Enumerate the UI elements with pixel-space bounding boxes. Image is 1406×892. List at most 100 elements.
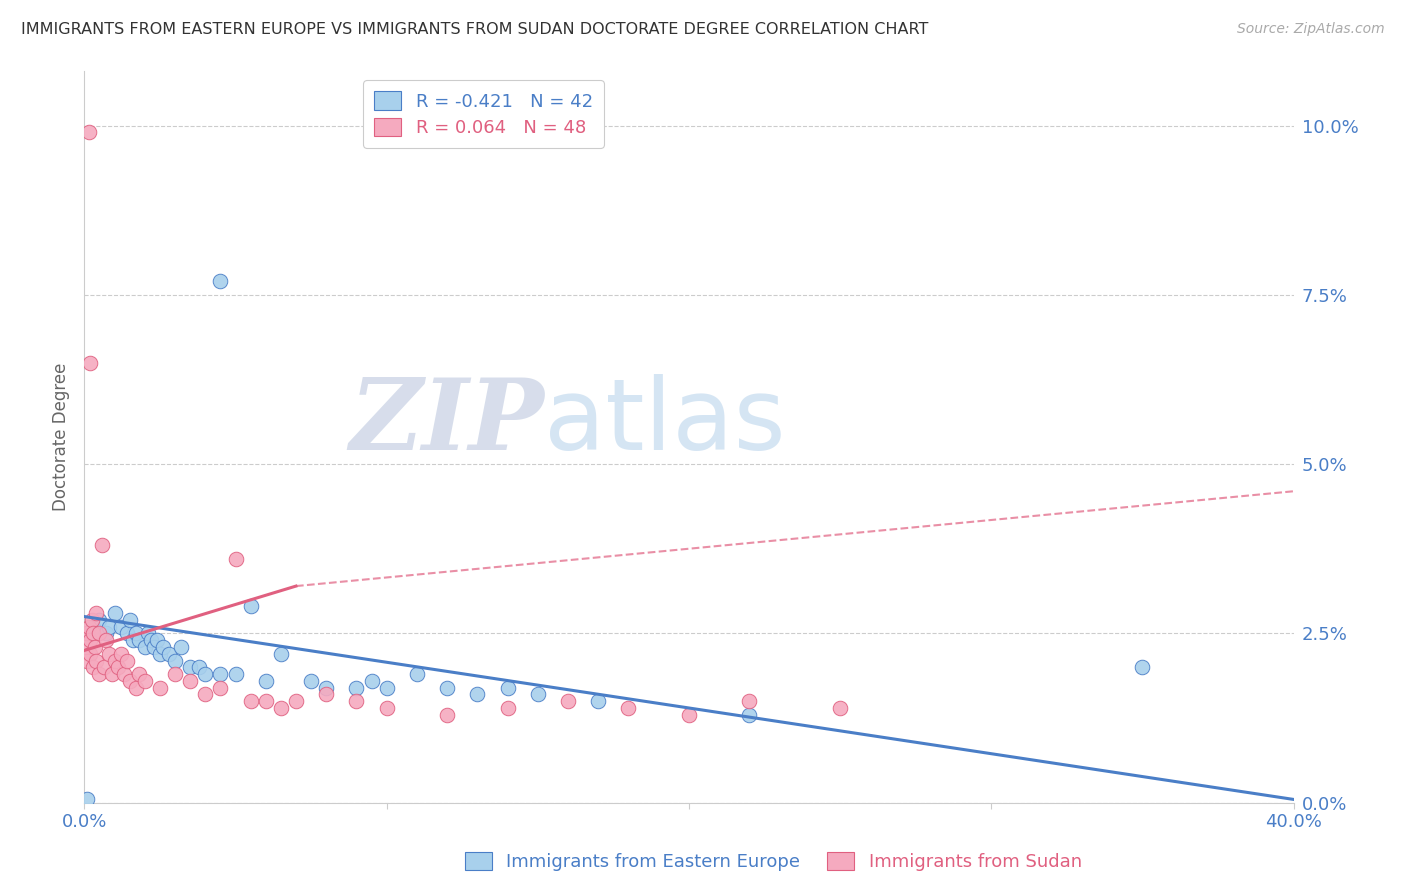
Point xyxy=(1132,660,1154,674)
Point xyxy=(270,647,292,661)
Point xyxy=(239,599,262,614)
Point xyxy=(436,681,458,695)
Point xyxy=(82,620,104,634)
Point xyxy=(527,688,550,702)
Text: IMMIGRANTS FROM EASTERN EUROPE VS IMMIGRANTS FROM SUDAN DOCTORATE DEGREE CORRELA: IMMIGRANTS FROM EASTERN EUROPE VS IMMIGR… xyxy=(21,22,928,37)
Point xyxy=(86,606,108,620)
Point xyxy=(617,701,640,715)
Point xyxy=(134,640,156,654)
Point xyxy=(128,667,150,681)
Point xyxy=(79,647,101,661)
Point xyxy=(110,647,132,661)
Point xyxy=(84,640,107,654)
Point xyxy=(79,355,101,369)
Point xyxy=(270,701,292,715)
Point xyxy=(134,673,156,688)
Point xyxy=(165,667,187,681)
Point xyxy=(557,694,579,708)
Point xyxy=(77,125,100,139)
Point xyxy=(110,620,132,634)
Point xyxy=(100,667,122,681)
Point xyxy=(830,701,852,715)
Point xyxy=(152,640,174,654)
Point xyxy=(496,701,519,715)
Point xyxy=(115,626,138,640)
Point xyxy=(225,667,247,681)
Point xyxy=(121,633,143,648)
Point xyxy=(94,633,117,648)
Point xyxy=(97,620,120,634)
Point xyxy=(89,667,111,681)
Point xyxy=(149,681,172,695)
Point xyxy=(94,626,117,640)
Point xyxy=(188,660,211,674)
Legend: R = -0.421   N = 42, R = 0.064   N = 48: R = -0.421 N = 42, R = 0.064 N = 48 xyxy=(363,80,603,148)
Point xyxy=(91,538,114,552)
Point xyxy=(128,633,150,648)
Point xyxy=(146,633,169,648)
Point xyxy=(82,626,104,640)
Point xyxy=(125,681,148,695)
Point xyxy=(104,654,127,668)
Point xyxy=(170,640,193,654)
Point xyxy=(86,654,108,668)
Point xyxy=(194,688,217,702)
Point xyxy=(89,626,111,640)
Text: Source: ZipAtlas.com: Source: ZipAtlas.com xyxy=(1237,22,1385,37)
Point xyxy=(82,660,104,674)
Point xyxy=(254,694,277,708)
Point xyxy=(76,626,98,640)
Point xyxy=(738,694,761,708)
Point xyxy=(79,633,101,648)
Point xyxy=(209,274,232,288)
Point xyxy=(125,626,148,640)
Point xyxy=(406,667,429,681)
Point xyxy=(239,694,262,708)
Point xyxy=(80,613,103,627)
Point xyxy=(115,654,138,668)
Point xyxy=(76,792,98,806)
Point xyxy=(157,647,180,661)
Point xyxy=(360,673,382,688)
Point xyxy=(77,620,100,634)
Point xyxy=(315,681,337,695)
Point xyxy=(139,633,162,648)
Legend: Immigrants from Eastern Europe, Immigrants from Sudan: Immigrants from Eastern Europe, Immigran… xyxy=(457,845,1090,879)
Point xyxy=(136,626,159,640)
Point xyxy=(254,673,277,688)
Point xyxy=(112,667,135,681)
Point xyxy=(107,660,129,674)
Point xyxy=(346,694,368,708)
Point xyxy=(346,681,368,695)
Point xyxy=(179,660,201,674)
Point xyxy=(315,688,337,702)
Point xyxy=(467,688,489,702)
Point xyxy=(285,694,308,708)
Point xyxy=(225,552,247,566)
Y-axis label: Doctorate Degree: Doctorate Degree xyxy=(52,363,70,511)
Point xyxy=(375,701,398,715)
Point xyxy=(104,606,127,620)
Point xyxy=(209,667,232,681)
Point xyxy=(93,660,115,674)
Point xyxy=(588,694,610,708)
Point xyxy=(118,613,141,627)
Point xyxy=(118,673,141,688)
Text: atlas: atlas xyxy=(544,374,786,471)
Point xyxy=(142,640,165,654)
Point xyxy=(738,707,761,722)
Point xyxy=(89,613,111,627)
Point xyxy=(76,654,98,668)
Point xyxy=(149,647,172,661)
Text: ZIP: ZIP xyxy=(349,375,544,471)
Point xyxy=(299,673,322,688)
Point xyxy=(179,673,201,688)
Point xyxy=(165,654,187,668)
Point xyxy=(194,667,217,681)
Point xyxy=(496,681,519,695)
Point xyxy=(209,681,232,695)
Point xyxy=(375,681,398,695)
Point xyxy=(75,640,97,654)
Point xyxy=(97,647,120,661)
Point xyxy=(436,707,458,722)
